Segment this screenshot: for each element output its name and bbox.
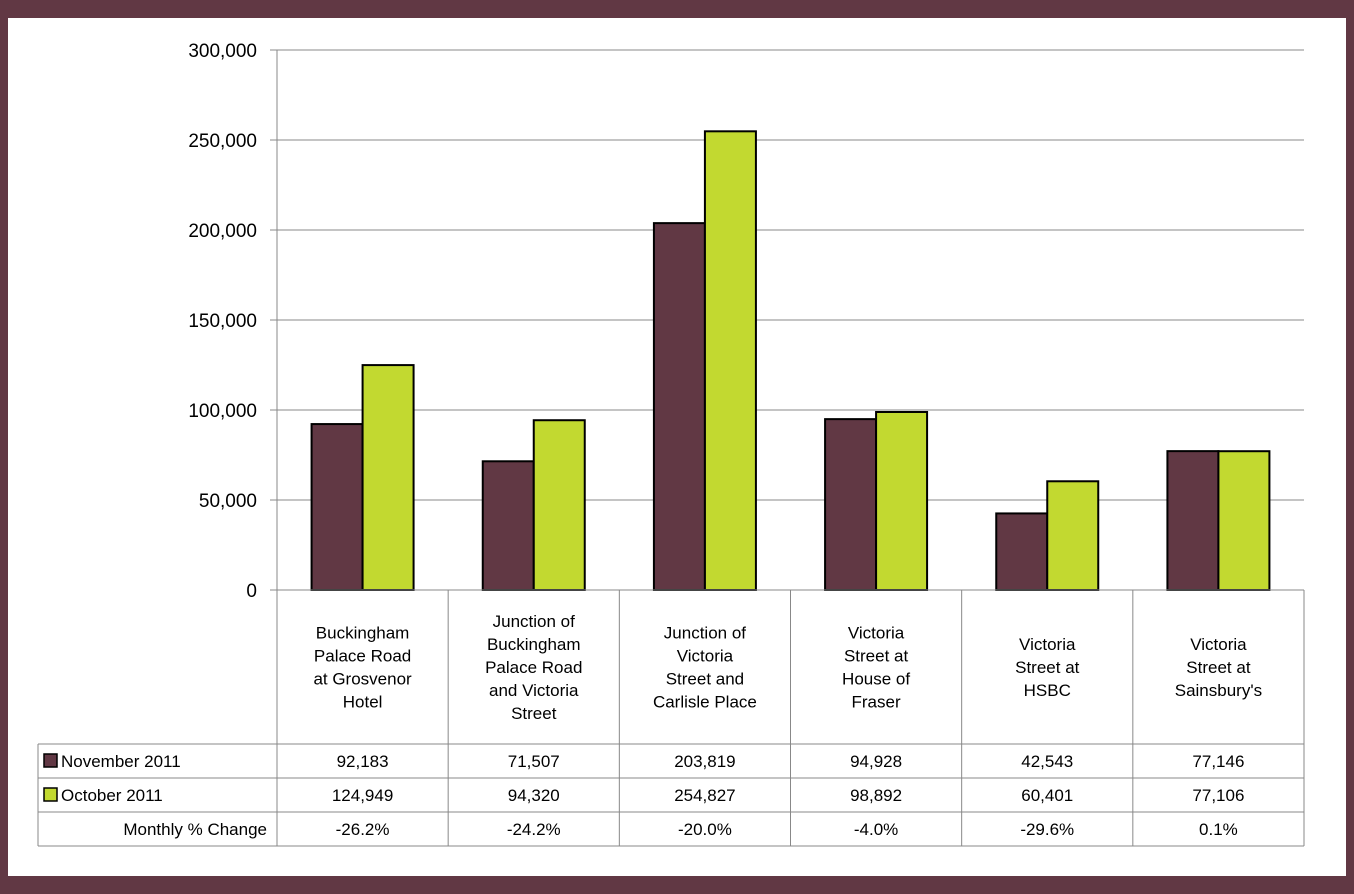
category-label: Street xyxy=(511,704,557,723)
data-label: 77,106 xyxy=(1192,786,1244,805)
category-label: Victoria xyxy=(848,624,905,643)
bar-october xyxy=(703,130,757,591)
y-tick-label: 50,000 xyxy=(199,491,257,512)
y-tick-label: 0 xyxy=(246,581,257,602)
category-label: Palace Road xyxy=(485,658,582,677)
gridlines xyxy=(277,49,1304,501)
data-label: 94,928 xyxy=(850,752,902,771)
percent-change-label: 0.1% xyxy=(1199,820,1238,839)
bar-november xyxy=(481,460,535,592)
percent-change-label: -29.6% xyxy=(1020,820,1074,839)
percent-change-label: -24.2% xyxy=(507,820,561,839)
bar-october xyxy=(532,419,586,591)
category-label: Street at xyxy=(1015,658,1080,677)
category-label: Buckingham xyxy=(316,624,410,643)
axes: 0 50,000 100,000 150,000 200,000 250,000 300,0… xyxy=(188,41,278,602)
category-label: Victoria xyxy=(1190,635,1247,654)
y-tick-label: 150,000 xyxy=(188,311,257,332)
bar-november xyxy=(310,423,364,591)
category-label: Palace Road xyxy=(314,647,411,666)
category-label: Street at xyxy=(1186,658,1251,677)
bar-october xyxy=(875,410,929,591)
bar-october xyxy=(361,364,415,591)
category-label: HSBC xyxy=(1024,681,1071,700)
percent-change-label: -4.0% xyxy=(854,820,898,839)
chart-svg: 0 50,000 100,000 150,000 200,000 250,000 300,0… xyxy=(37,41,1305,847)
data-table: Buckingham Palace Road at Grosvenor Hotel Ju… xyxy=(37,589,1305,847)
y-tick-label: 100,000 xyxy=(188,401,257,422)
category-label: Carlisle Place xyxy=(653,693,757,712)
bar-november xyxy=(652,222,706,591)
category-label: Junction of xyxy=(664,624,746,643)
percent-change-label: -20.0% xyxy=(678,820,732,839)
category-label: House of xyxy=(842,670,910,689)
legend-swatch xyxy=(43,787,58,802)
bar-november xyxy=(1166,450,1220,591)
data-label: 203,819 xyxy=(674,752,735,771)
data-label: 254,827 xyxy=(674,786,735,805)
category-label: Victoria xyxy=(677,647,734,666)
data-label: 71,507 xyxy=(508,752,560,771)
y-tick-label: 250,000 xyxy=(188,131,257,152)
bars xyxy=(310,130,1271,592)
percent-change-label: -26.2% xyxy=(336,820,390,839)
data-label: 124,949 xyxy=(332,786,393,805)
y-tick-label: 300,000 xyxy=(188,41,257,62)
data-label: 77,146 xyxy=(1192,752,1244,771)
bar-november xyxy=(995,512,1049,592)
category-label: Victoria xyxy=(1019,635,1076,654)
chart-frame: 0 50,000 100,000 150,000 200,000 250,000 300,0… xyxy=(8,18,1346,876)
row-name: Monthly % Change xyxy=(123,820,267,839)
series-name: October 2011 xyxy=(61,786,163,805)
category-label: at Grosvenor xyxy=(313,670,412,689)
data-label: 94,320 xyxy=(508,786,560,805)
bar-october xyxy=(1217,450,1271,591)
bar-november xyxy=(824,418,878,592)
y-tick-label: 200,000 xyxy=(188,221,257,242)
data-label: 42,543 xyxy=(1021,752,1073,771)
category-label: Hotel xyxy=(343,693,383,712)
data-label: 60,401 xyxy=(1021,786,1073,805)
series-name: November 2011 xyxy=(61,752,181,771)
category-label: Street and xyxy=(666,670,744,689)
category-label: Junction of xyxy=(493,612,575,631)
category-label: Fraser xyxy=(852,693,901,712)
data-label: 92,183 xyxy=(337,752,389,771)
category-label: and Victoria xyxy=(489,681,579,700)
category-label: Sainsbury's xyxy=(1175,681,1262,700)
category-label: Buckingham xyxy=(487,635,581,654)
bar-october xyxy=(1046,480,1100,591)
legend-swatch xyxy=(43,753,58,768)
data-label: 98,892 xyxy=(850,786,902,805)
category-label: Street at xyxy=(844,647,909,666)
